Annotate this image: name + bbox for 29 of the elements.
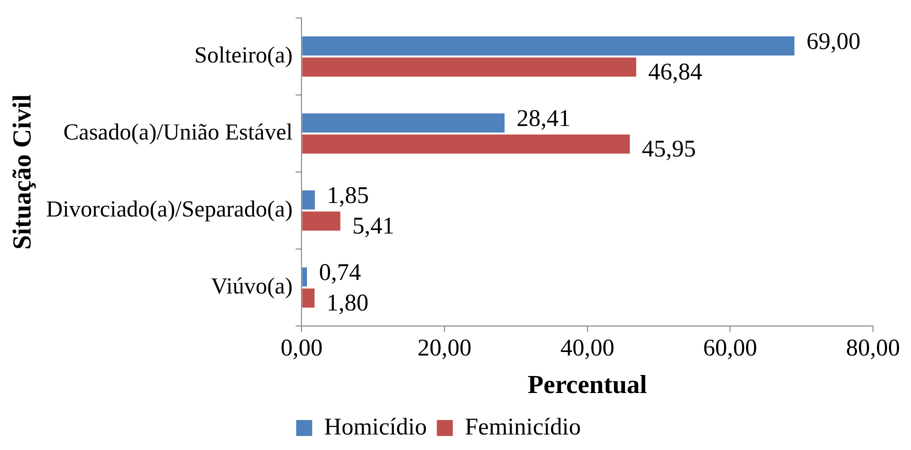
data-label: 69,00 (806, 29, 860, 56)
x-tick-label: 20,00 (418, 336, 472, 362)
bar (302, 58, 636, 77)
bar (302, 288, 315, 308)
legend-label: Homicídio (324, 414, 427, 440)
bar (302, 113, 505, 132)
x-tick-label: 0,00 (280, 336, 323, 362)
bar (302, 190, 315, 210)
data-label: 45,95 (642, 136, 696, 162)
data-label: 46,84 (648, 59, 702, 86)
bar (302, 36, 794, 56)
data-label: 28,41 (516, 106, 571, 132)
bar (302, 134, 630, 154)
x-tick-label: 80,00 (846, 336, 900, 362)
legend-label: Feminicídio (464, 414, 581, 440)
data-label: 0,74 (318, 260, 361, 286)
y-tick-label: Viúvo(a) (211, 274, 293, 299)
data-label: 5,41 (352, 213, 394, 240)
y-tick-label: Casado(a)/União Estável (63, 120, 293, 145)
y-tick-label: Solteiro(a) (194, 42, 293, 68)
y-axis-title: Situação Civil (7, 94, 36, 250)
bar (302, 212, 340, 231)
x-axis-title: Percentual (528, 370, 648, 400)
x-tick-label: 40,00 (560, 336, 614, 362)
bar (302, 267, 307, 286)
data-label: 1,85 (326, 183, 369, 210)
x-tick-label: 60,00 (703, 336, 758, 362)
data-label: 1,80 (326, 290, 369, 316)
y-tick-label: Divorciado(a)/Separado(a) (46, 196, 293, 222)
